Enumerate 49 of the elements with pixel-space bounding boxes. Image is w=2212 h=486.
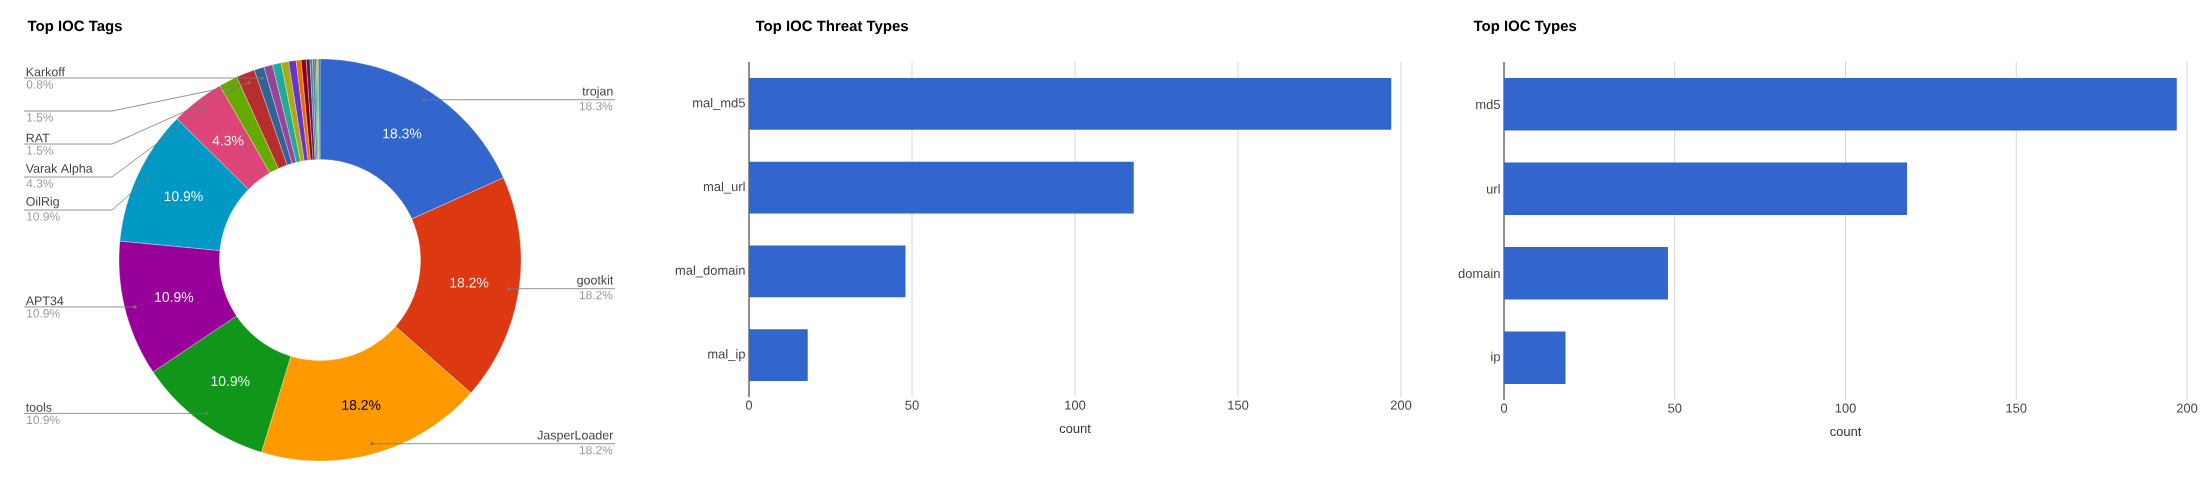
- text: 10.9%: [27, 212, 60, 221]
- y-tick-label: domain: [1458, 268, 1500, 278]
- data-label: 1.5%: [27, 113, 54, 122]
- slice-label: tools: [25, 402, 52, 412]
- x-tick-label: 0: [745, 400, 753, 410]
- x-axis-title: count: [1830, 427, 1862, 437]
- y-tick-label: mal_domain: [675, 265, 745, 278]
- data-label: 10.9%: [155, 292, 194, 302]
- slice-label: APT34: [25, 296, 64, 306]
- text: 10.9%: [27, 309, 60, 318]
- x-tick-label: 150: [2006, 403, 2027, 413]
- x-tick-label: 100: [1065, 400, 1086, 410]
- text: 4.3%: [26, 179, 54, 188]
- x-tick-label: 200: [2176, 403, 2198, 413]
- y-tick-label: md5: [1476, 99, 1500, 109]
- x-tick-label: 50: [905, 400, 919, 410]
- text: 18.2%: [579, 445, 613, 455]
- chart-title: Top IOC Threat Types: [755, 20, 908, 35]
- data-label: 10.9%: [164, 191, 203, 202]
- text: 18.2%: [579, 290, 613, 300]
- data-label: 1.5%: [27, 146, 54, 155]
- data-label: 18.2%: [342, 400, 381, 410]
- data-label: 18.2%: [450, 277, 489, 288]
- y-tick-label: mal_ip: [708, 349, 745, 362]
- data-label: 10.9%: [211, 376, 250, 387]
- x-tick-label: 50: [1668, 403, 1682, 413]
- chart-title: Top IOC Tags: [27, 20, 122, 35]
- slice-label: JasperLoader: [537, 430, 614, 442]
- text: 18.3%: [579, 101, 613, 111]
- slice-label: Karkoff: [26, 67, 65, 77]
- x-tick-label: 150: [1228, 400, 1249, 410]
- y-tick-label: mal_md5: [693, 97, 745, 110]
- y-tick-label: ip: [1491, 351, 1500, 364]
- slice-label: RAT: [26, 133, 50, 143]
- slice-label: OilRig: [26, 196, 59, 209]
- data-label: 4.3%: [212, 135, 244, 146]
- data-label: 0.8%: [26, 80, 54, 89]
- text: 10.9%: [27, 415, 60, 425]
- y-tick-label: url: [1486, 183, 1500, 194]
- x-tick-label: 0: [1500, 403, 1508, 413]
- slice-label: gootkit: [577, 275, 614, 287]
- x-axis-title: count: [1059, 424, 1091, 434]
- slice-label: Varak Alpha: [25, 163, 93, 176]
- data-label: 18.3%: [383, 128, 422, 139]
- x-tick-label: 100: [1835, 403, 1856, 413]
- chart-title: Top IOC Types: [1473, 20, 1577, 35]
- slice-label: trojan: [582, 86, 613, 99]
- y-tick-label: mal_url: [703, 181, 745, 194]
- x-tick-label: 200: [1390, 400, 1412, 410]
